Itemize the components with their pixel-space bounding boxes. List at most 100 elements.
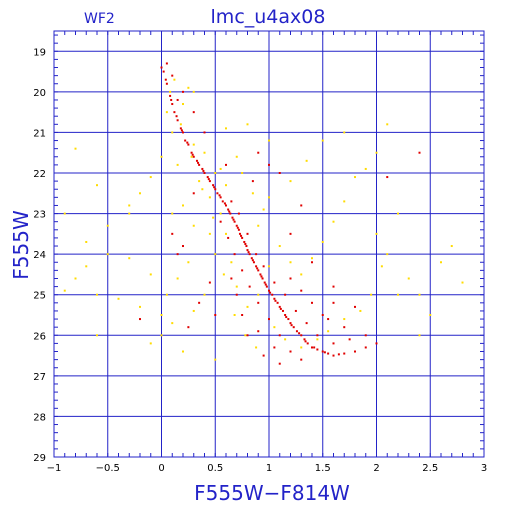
scatter-point [246, 334, 249, 337]
scatter-point [397, 293, 399, 296]
y-tick-label: 22 [33, 169, 46, 180]
scatter-point [165, 62, 168, 65]
scatter-point [222, 273, 225, 276]
scatter-point [231, 216, 234, 219]
scatter-point [192, 192, 195, 195]
scatter-point [219, 220, 222, 223]
scatter-point [182, 131, 184, 134]
scatter-point [206, 176, 209, 179]
scatter-point [323, 351, 326, 354]
scatter-point [348, 338, 351, 341]
scatter-point [316, 338, 319, 341]
scatter-point [332, 342, 335, 345]
scatter-point [407, 277, 410, 280]
scatter-point [233, 314, 236, 316]
scatter-point [343, 200, 346, 203]
scatter-point [321, 314, 324, 316]
scatter-point [241, 269, 244, 272]
scatter-point [162, 70, 165, 73]
scatter-point [190, 155, 193, 158]
scatter-point [343, 352, 346, 355]
scatter-point [278, 172, 281, 174]
scatter-point [257, 330, 260, 333]
scatter-point [225, 163, 227, 166]
scatter-point [354, 305, 356, 308]
scatter-point [180, 129, 183, 132]
scatter-point [354, 176, 356, 179]
scatter-point [176, 253, 179, 256]
scatter-point [287, 318, 290, 321]
chart-title: lmc_u4ax08 [211, 6, 326, 28]
scatter-point [450, 245, 453, 248]
scatter-point [370, 293, 373, 296]
scatter-point [169, 90, 172, 93]
scatter-point [375, 232, 378, 235]
scatter-point [251, 192, 254, 195]
scatter-point [187, 86, 190, 89]
scatter-point [305, 159, 308, 162]
scatter-point [182, 204, 184, 207]
scatter-point [63, 289, 66, 292]
scatter-point [364, 346, 367, 349]
scatter-point [295, 330, 298, 333]
x-axis-label: F555W−F814W [194, 481, 350, 505]
scatter-point [171, 103, 174, 106]
scatter-point [289, 180, 292, 183]
scatter-point [186, 141, 189, 144]
scatter-point [212, 216, 215, 219]
scatter-point [227, 208, 230, 211]
scatter-point [278, 245, 281, 248]
scatter-point [386, 123, 389, 126]
scatter-point [235, 285, 238, 288]
scatter-point [197, 161, 200, 164]
scatter-point [332, 220, 335, 223]
scatter-point [461, 281, 464, 284]
scatter-point [252, 261, 255, 264]
scatter-point [332, 285, 335, 288]
scatter-point [235, 224, 238, 227]
scatter-point [171, 322, 174, 325]
scatter-point [327, 330, 330, 333]
scatter-point [117, 297, 120, 300]
y-tick-label: 29 [33, 453, 46, 464]
scatter-point [202, 169, 205, 172]
scatter-point [257, 151, 260, 154]
scatter-point [246, 249, 249, 252]
scatter-point [171, 74, 174, 77]
scatter-point [201, 167, 204, 170]
y-tick-label: 27 [33, 372, 46, 383]
scatter-point [192, 90, 195, 93]
scatter-point [230, 277, 233, 280]
scatter-point [128, 257, 131, 260]
y-tick-label: 20 [33, 88, 46, 99]
scatter-point [192, 224, 195, 227]
scatter-point [248, 253, 251, 256]
scatter-point [235, 293, 238, 296]
scatter-point [271, 293, 274, 296]
scatter-point [179, 123, 182, 126]
scatter-point [236, 226, 239, 229]
scatter-point [230, 200, 233, 203]
scatter-point [165, 293, 168, 296]
scatter-point [198, 180, 201, 183]
scatter-point [182, 245, 184, 248]
scatter-point [149, 176, 152, 179]
y-tick-label: 21 [33, 128, 46, 139]
scatter-point [251, 180, 254, 183]
scatter-point [257, 269, 260, 272]
scatter-point [316, 334, 319, 337]
scatter-point [303, 338, 306, 341]
scatter-point [128, 212, 131, 215]
scatter-point [191, 153, 194, 156]
scatter-point [219, 167, 222, 170]
scatter-point [332, 354, 335, 357]
scatter-point [207, 178, 210, 181]
scatter-point [160, 155, 163, 158]
scatter-point [343, 131, 346, 134]
scatter-point [214, 358, 217, 361]
scatter-point [165, 82, 168, 85]
scatter-point [375, 342, 378, 345]
scatter-point [260, 275, 263, 278]
scatter-point [223, 202, 226, 205]
scatter-point [238, 232, 241, 235]
